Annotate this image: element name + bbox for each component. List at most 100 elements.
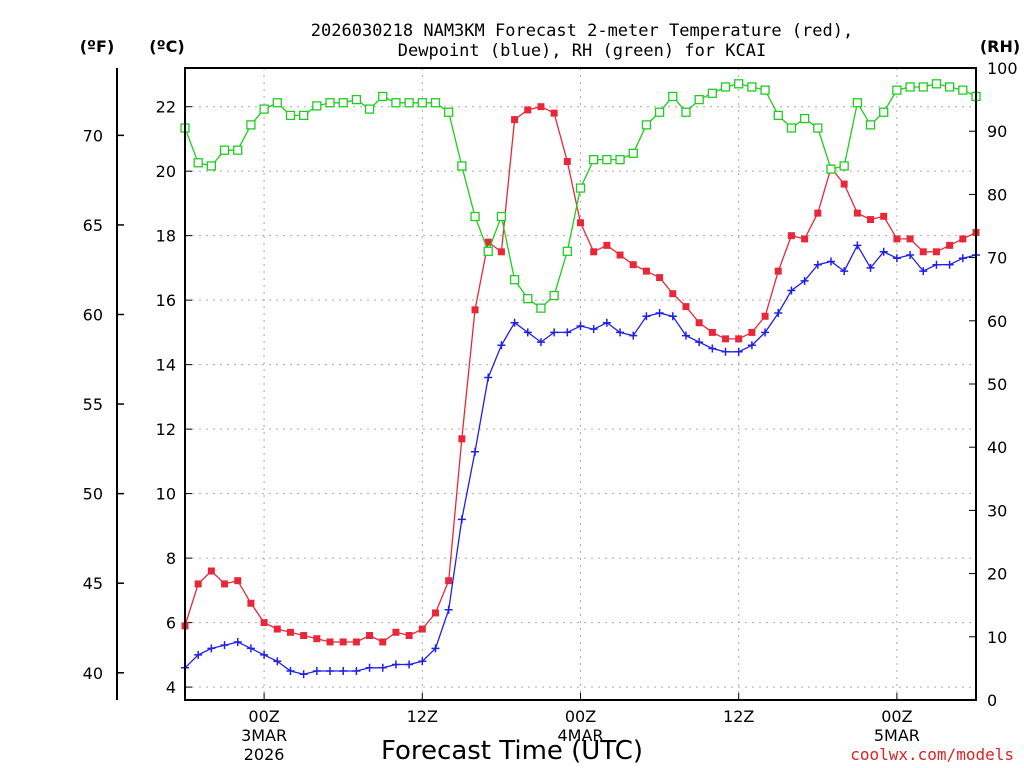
rh-tick-label: 10	[987, 628, 1007, 647]
rh-tick-label: 90	[987, 122, 1007, 141]
temperature-point	[471, 306, 479, 314]
temperature-point	[379, 638, 387, 646]
temperature-point	[669, 290, 677, 298]
plot-frame	[184, 67, 977, 701]
temperature-point	[366, 632, 374, 640]
dewpoint-point	[919, 267, 928, 276]
rh-point	[654, 107, 665, 117]
temperature-point	[260, 619, 268, 627]
temperature-point	[814, 209, 822, 217]
temperature-point	[603, 241, 611, 249]
rh-point	[918, 82, 928, 92]
temperature-point	[787, 232, 795, 240]
temperature-point	[511, 116, 519, 124]
rh-point	[681, 107, 691, 117]
rh-point	[773, 110, 783, 121]
rh-point	[879, 107, 889, 117]
temperature-point	[919, 248, 927, 256]
rh-point	[404, 98, 414, 108]
temperature-point	[748, 328, 756, 336]
celsius-tick-label: 16	[156, 291, 176, 310]
rh-point	[378, 91, 388, 102]
dewpoint-point	[510, 318, 519, 327]
rh-tick-label: 70	[987, 249, 1007, 268]
time-tick-date: 3MAR	[241, 726, 287, 745]
time-tick-date: 5MAR	[874, 726, 920, 745]
rh-point	[589, 154, 599, 165]
rh-point	[865, 120, 876, 130]
rh-point	[839, 161, 849, 171]
temperature-point	[642, 267, 650, 275]
temperature-point	[853, 209, 861, 217]
rh-point	[628, 148, 638, 158]
dewpoint-point	[655, 309, 664, 318]
time-tick-label: 00Z	[565, 707, 596, 726]
dewpoint-point	[207, 644, 216, 653]
temperature-point	[946, 241, 954, 249]
rh-point	[734, 79, 744, 89]
temperature-point	[234, 577, 242, 585]
temperature-point	[906, 235, 914, 243]
rh-point	[694, 94, 704, 105]
dewpoint-point	[866, 263, 875, 272]
rh-tick-label: 50	[987, 375, 1007, 394]
dewpoint-point	[616, 328, 625, 337]
temperature-point	[577, 219, 584, 227]
rh-point	[747, 82, 757, 92]
rh-tick-label: 20	[987, 565, 1007, 584]
dewpoint-point	[958, 254, 967, 263]
temperature-point	[247, 599, 255, 607]
rh-point	[826, 164, 836, 174]
dewpoint-point	[536, 338, 545, 347]
dewpoint-point	[233, 637, 242, 646]
rh-point	[799, 113, 810, 124]
time-tick-label: 00Z	[248, 707, 279, 726]
temperature-point	[524, 106, 532, 114]
dewpoint-point	[906, 251, 915, 260]
credit-text: coolwx.com/models	[850, 745, 1014, 764]
time-tick-label: 12Z	[723, 707, 754, 726]
rh-point	[312, 101, 322, 111]
temperature-point	[695, 319, 703, 327]
dewpoint-point	[589, 325, 598, 334]
rh-point	[615, 154, 625, 165]
rh-point	[760, 85, 770, 95]
fahrenheit-tick-label: 65	[83, 216, 103, 235]
temperature-point	[550, 109, 558, 117]
rh-point	[852, 98, 862, 108]
gridlines	[185, 68, 976, 700]
dewpoint-point	[352, 666, 361, 675]
time-tick-label: 12Z	[407, 707, 438, 726]
celsius-tick-label: 8	[166, 549, 176, 568]
temperature-point	[629, 261, 637, 269]
temperature-point	[735, 335, 743, 343]
dewpoint-point	[774, 309, 783, 318]
temperature-point	[392, 628, 400, 636]
rh-point	[417, 98, 427, 108]
dewpoint-point	[299, 670, 308, 679]
temperature-point	[300, 632, 308, 640]
temperature-point	[286, 628, 294, 636]
dewpoint-point	[431, 644, 440, 653]
rh-point	[602, 154, 612, 165]
dewpoint-point	[326, 666, 335, 675]
rh-point	[562, 246, 572, 256]
rh-point	[246, 120, 256, 130]
temperature-point	[880, 212, 888, 220]
rh-point	[233, 145, 243, 155]
dewpoint-point	[497, 341, 506, 350]
dewpoint-point	[642, 312, 651, 321]
rh-point	[958, 85, 968, 95]
temperature-point	[207, 567, 215, 575]
celsius-tick-label: 10	[156, 485, 176, 504]
rh-point	[219, 145, 230, 155]
dewpoint-point	[484, 373, 493, 382]
temperature-point	[893, 235, 901, 243]
rh-point	[285, 110, 296, 121]
temperature-point	[221, 580, 229, 588]
rh-point	[444, 107, 454, 117]
rh-point	[786, 123, 797, 133]
dewpoint-point	[668, 312, 677, 321]
celsius-unit-label: (ºC)	[149, 37, 184, 56]
